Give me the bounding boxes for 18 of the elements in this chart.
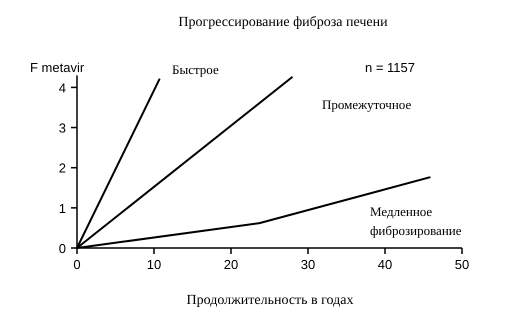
x-tick-label: 50 [454, 257, 470, 272]
y-axis-title: F metavir [30, 60, 85, 75]
y-tick-label: 0 [58, 241, 66, 256]
y-tick-label: 2 [58, 160, 66, 176]
y-tick-label: 4 [58, 80, 66, 96]
x-tick-label: 30 [300, 257, 316, 272]
y-tick-label: 3 [58, 120, 66, 136]
x-tick-label: 40 [378, 257, 392, 272]
x-tick-label: 20 [224, 257, 238, 272]
x-tick-label: 0 [73, 257, 81, 272]
chart-title: Прогрессирование фиброза печени [178, 15, 388, 30]
text: Промежуточное [322, 97, 412, 112]
series-label: Медленное фиброзирование [370, 204, 462, 238]
text: n = 1157 [365, 60, 416, 75]
series-label: Быстрое [172, 62, 219, 77]
y-tick-label: 1 [58, 200, 66, 216]
x-tick-label: 10 [146, 257, 162, 272]
x-axis-title: Продолжительность в годах [186, 293, 354, 308]
